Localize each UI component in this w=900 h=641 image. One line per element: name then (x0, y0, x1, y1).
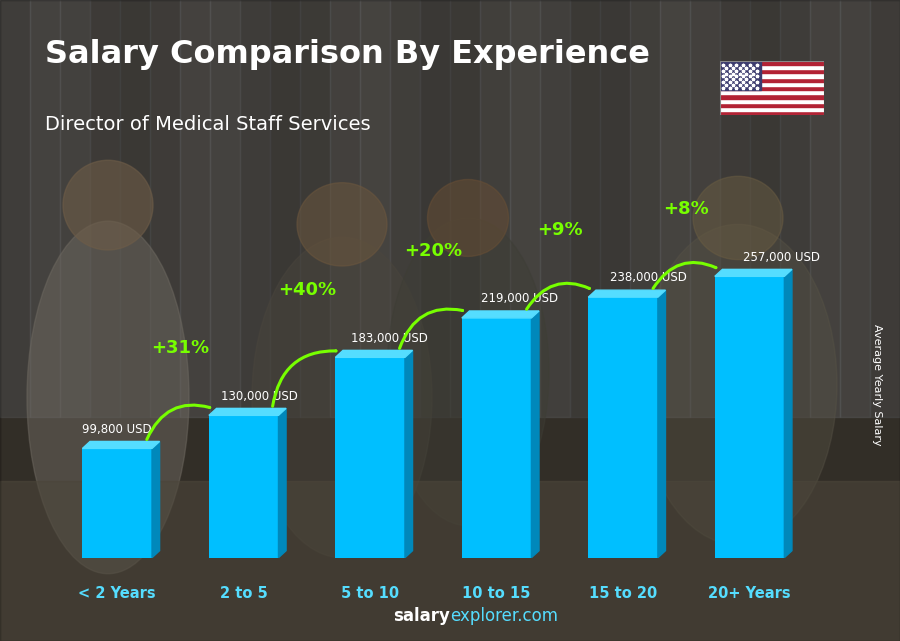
Polygon shape (462, 311, 539, 318)
Bar (270, 0, 300, 417)
Bar (480, 0, 510, 417)
Bar (720, 74, 824, 78)
Bar (715, 276, 785, 558)
FancyArrowPatch shape (273, 351, 336, 406)
Text: +8%: +8% (663, 200, 709, 218)
Bar (120, 0, 150, 417)
Bar (720, 65, 824, 69)
Polygon shape (715, 269, 792, 276)
Bar (720, 90, 824, 94)
Text: Salary Comparison By Experience: Salary Comparison By Experience (45, 40, 650, 71)
Text: 130,000 USD: 130,000 USD (220, 390, 298, 403)
Bar (720, 61, 824, 65)
Ellipse shape (297, 183, 387, 266)
Bar (462, 318, 531, 558)
Bar (209, 415, 278, 558)
Text: Director of Medical Staff Services: Director of Medical Staff Services (45, 115, 371, 134)
Bar (240, 0, 270, 417)
Bar (750, 0, 780, 417)
Text: +20%: +20% (404, 242, 463, 260)
Bar (720, 99, 824, 103)
Polygon shape (589, 290, 665, 297)
Polygon shape (336, 351, 412, 357)
Bar (510, 0, 540, 417)
Bar (720, 94, 824, 99)
Bar (330, 0, 360, 417)
Ellipse shape (639, 224, 837, 545)
Text: < 2 Years: < 2 Years (78, 587, 156, 601)
Bar (90, 0, 120, 417)
Ellipse shape (428, 179, 508, 256)
FancyArrowPatch shape (653, 262, 716, 288)
Bar (0, 0, 30, 417)
Bar (420, 0, 450, 417)
Text: 2 to 5: 2 to 5 (220, 587, 267, 601)
Bar (720, 78, 824, 82)
FancyArrowPatch shape (526, 283, 590, 309)
Text: Average Yearly Salary: Average Yearly Salary (872, 324, 883, 445)
Bar (83, 449, 152, 558)
Bar (720, 111, 824, 115)
Polygon shape (83, 442, 159, 449)
Bar (570, 0, 600, 417)
Bar (450, 0, 480, 417)
Bar (840, 0, 870, 417)
Text: 183,000 USD: 183,000 USD (351, 331, 428, 345)
Bar (720, 61, 761, 90)
Polygon shape (209, 408, 286, 415)
Bar (690, 0, 720, 417)
Text: 238,000 USD: 238,000 USD (610, 271, 688, 285)
Text: 5 to 10: 5 to 10 (341, 587, 400, 601)
Bar (720, 0, 750, 417)
Text: +9%: +9% (537, 221, 582, 239)
Text: +31%: +31% (151, 339, 210, 357)
Bar (150, 0, 180, 417)
Bar (589, 297, 658, 558)
Ellipse shape (387, 218, 549, 526)
Bar (390, 0, 420, 417)
Bar (780, 0, 810, 417)
Text: 257,000 USD: 257,000 USD (743, 251, 820, 263)
Bar (540, 0, 570, 417)
Polygon shape (785, 269, 792, 558)
Text: 20+ Years: 20+ Years (708, 587, 791, 601)
Polygon shape (405, 351, 412, 558)
FancyArrowPatch shape (147, 405, 210, 440)
Bar (60, 0, 90, 417)
Text: salary: salary (393, 607, 450, 625)
Polygon shape (278, 408, 286, 558)
Bar (30, 0, 60, 417)
Bar (720, 86, 824, 90)
Bar (660, 0, 690, 417)
Bar (810, 0, 840, 417)
Polygon shape (531, 311, 539, 558)
Bar (360, 0, 390, 417)
Bar (0, 481, 900, 641)
Text: 99,800 USD: 99,800 USD (82, 422, 151, 436)
Bar (720, 69, 824, 74)
Text: 10 to 15: 10 to 15 (463, 587, 531, 601)
Bar (630, 0, 660, 417)
Text: explorer.com: explorer.com (450, 607, 558, 625)
Bar (600, 0, 630, 417)
Polygon shape (658, 290, 665, 558)
Bar (720, 82, 824, 86)
Bar (336, 357, 405, 558)
Bar (720, 103, 824, 107)
Text: 15 to 20: 15 to 20 (589, 587, 657, 601)
Text: 219,000 USD: 219,000 USD (482, 292, 559, 305)
Bar (300, 0, 330, 417)
Bar (180, 0, 210, 417)
Ellipse shape (252, 237, 432, 558)
Polygon shape (152, 442, 159, 558)
Ellipse shape (693, 176, 783, 260)
FancyArrowPatch shape (400, 309, 463, 348)
Bar (210, 0, 240, 417)
Text: +40%: +40% (278, 281, 336, 299)
Bar (870, 0, 900, 417)
Ellipse shape (63, 160, 153, 250)
Bar (720, 107, 824, 111)
Ellipse shape (27, 221, 189, 574)
